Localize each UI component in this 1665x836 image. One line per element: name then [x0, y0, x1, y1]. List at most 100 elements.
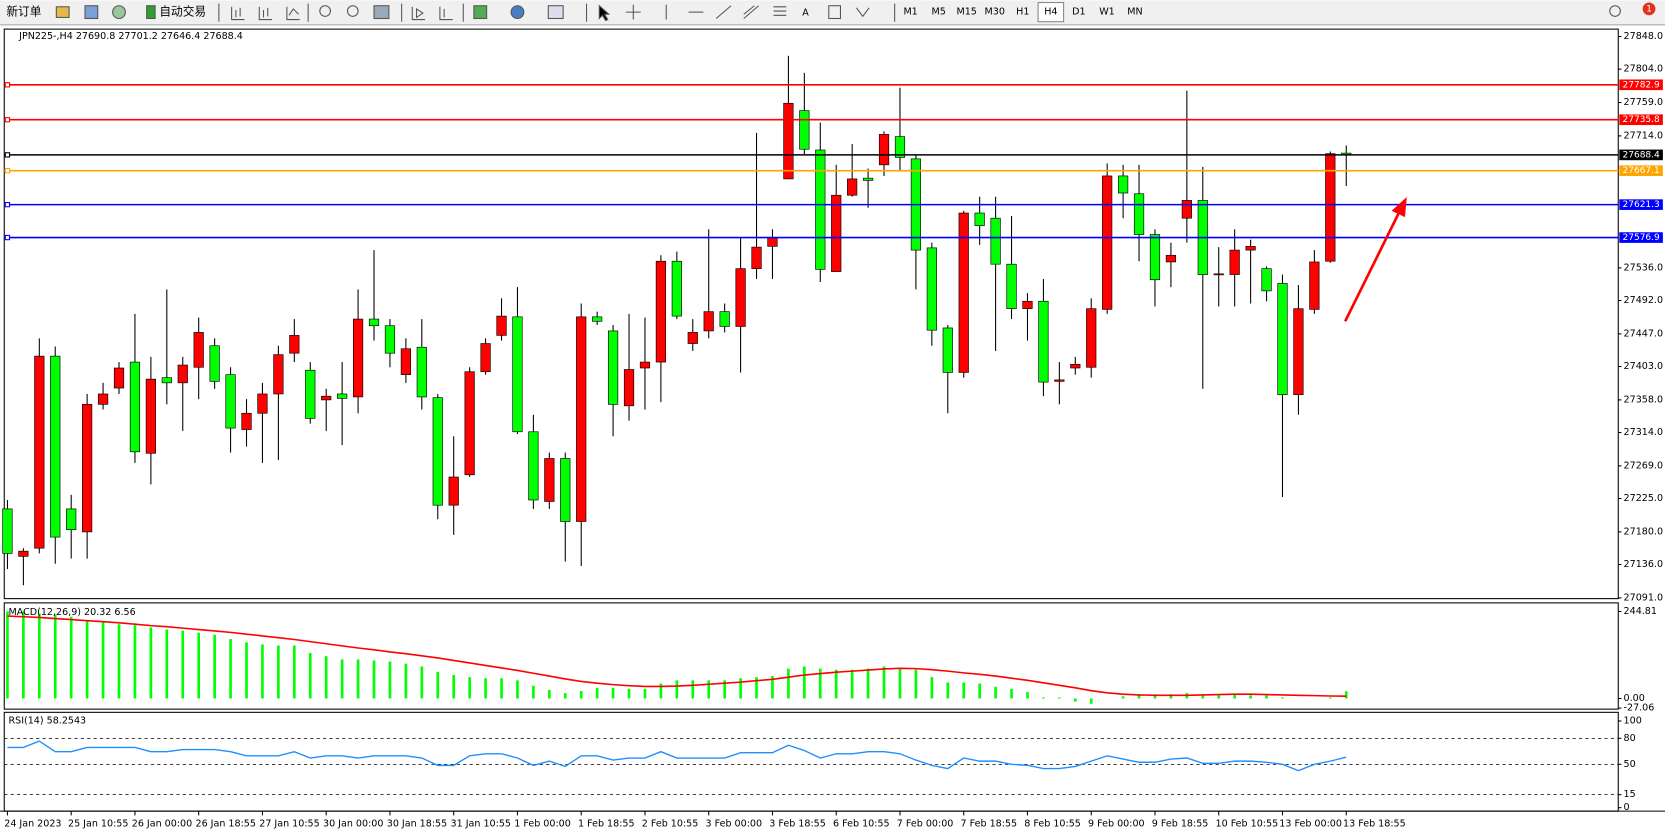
x-tick-label: 13 Feb 00:00	[1279, 818, 1342, 829]
timeframe-button[interactable]: M15	[957, 7, 977, 18]
x-tick-label: 26 Jan 18:55	[196, 818, 256, 829]
price-level-label: 27576.9	[1622, 233, 1660, 243]
candle-body	[193, 332, 204, 368]
y-tick-label: 80	[1624, 733, 1636, 744]
x-tick-label: 1 Feb 18:55	[578, 818, 635, 829]
timeframe-button[interactable]: D1	[1072, 7, 1085, 18]
candle-body	[974, 212, 985, 226]
x-tick-label: 6 Feb 10:55	[833, 818, 890, 829]
macd-bar	[914, 669, 918, 699]
toolbar-button[interactable]: 自动交易	[159, 5, 206, 19]
x-tick-label: 1 Feb 00:00	[514, 818, 571, 829]
candle-body	[129, 361, 141, 453]
price-level-handle	[4, 117, 11, 123]
macd-bar	[372, 660, 376, 699]
pane-title: JPN225-,H4 27690.8 27701.2 27646.4 27688…	[18, 31, 243, 42]
macd-bar	[691, 680, 695, 699]
y-tick-label: 27403.0	[1624, 361, 1663, 372]
macd-bar	[1026, 692, 1029, 699]
toolbar: 新订单 自动交易 M1 M5 M15 M30 H1 H4 D1 W1 MN 1	[6, 2, 1656, 23]
rsi-line	[7, 740, 1347, 772]
macd-bar	[850, 669, 854, 699]
candle-body	[639, 361, 651, 369]
candle-body	[1277, 283, 1288, 396]
macd-bar	[484, 678, 487, 699]
x-tick-label: 10 Feb 10:55	[1216, 818, 1279, 829]
macd-bar	[946, 682, 950, 699]
price-level-label: 27621.3	[1622, 200, 1660, 210]
macd-bar	[452, 675, 456, 699]
candle-body	[1229, 249, 1240, 275]
y-tick-label: 27180.0	[1624, 526, 1663, 537]
timeframe-button[interactable]: MN	[1127, 7, 1142, 18]
macd-bar	[978, 683, 981, 699]
signal-line	[7, 615, 1347, 697]
macd-bar	[962, 682, 966, 699]
macd-bar	[420, 666, 424, 699]
macd-bar	[356, 659, 360, 699]
pane-title: RSI(14) 58.2543	[9, 715, 87, 726]
candle-body	[687, 332, 698, 344]
candle-body	[1261, 268, 1272, 292]
y-tick-label: 15	[1624, 789, 1636, 800]
candle-body	[878, 134, 890, 166]
candle-body	[384, 325, 396, 354]
toolbar-button[interactable]: 新订单	[6, 5, 41, 19]
macd-bar	[308, 652, 312, 699]
candle-body	[1213, 273, 1224, 276]
candle-body	[655, 260, 666, 363]
candle-body	[576, 316, 587, 522]
y-tick-label: 27314.0	[1624, 427, 1663, 438]
candle-body	[448, 476, 459, 506]
candle-body	[528, 431, 539, 501]
macd-bar	[1201, 694, 1205, 699]
y-tick-label: 27536.0	[1624, 262, 1663, 273]
pane-frame	[3, 602, 1619, 710]
candle-body	[958, 212, 969, 373]
candle-body	[767, 237, 778, 247]
candle-body	[1118, 175, 1129, 194]
macd-bar	[882, 666, 886, 699]
macd-bar	[579, 691, 583, 699]
price-level-tag	[1619, 149, 1663, 161]
chart-panes: 27848.0 27804.0 27759.0 27714.0 27536.0 27492…	[0, 28, 1665, 829]
candle-body	[703, 311, 714, 332]
price-level-tag	[1619, 114, 1663, 126]
macd-bar	[101, 621, 105, 699]
macd-bar	[69, 616, 73, 699]
macd-bar	[133, 625, 137, 699]
candle-body	[607, 330, 619, 405]
macd-bar	[1328, 697, 1332, 699]
candle-body	[416, 346, 427, 398]
candle-body	[990, 217, 1001, 265]
timeframe-button[interactable]: H4	[1044, 7, 1057, 18]
y-tick-label: 27225.0	[1624, 493, 1663, 504]
x-tick-label: 3 Feb 00:00	[706, 818, 763, 829]
x-tick-label: 9 Feb 00:00	[1088, 818, 1145, 829]
candle-body	[368, 318, 380, 327]
timeframe-button[interactable]: M30	[985, 7, 1005, 18]
macd-bar	[213, 634, 216, 699]
y-tick-label: 27136.0	[1624, 559, 1663, 570]
macd-bar	[468, 677, 471, 699]
macd-bar	[1010, 688, 1013, 699]
candle-body	[1102, 175, 1113, 310]
y-tick-label: 27848.0	[1624, 31, 1663, 42]
candle-body	[831, 194, 842, 272]
timeframe-button[interactable]: H1	[1016, 7, 1029, 18]
candle-body	[225, 374, 236, 429]
candle-body	[862, 177, 874, 181]
candle-body	[273, 354, 284, 395]
notification-count[interactable]: 1	[1646, 4, 1651, 14]
macd-bar	[22, 611, 25, 699]
macd-bar	[1153, 694, 1157, 699]
timeframe-button[interactable]: M5	[931, 7, 945, 18]
candle-body	[815, 149, 826, 270]
timeframe-button[interactable]: W1	[1099, 7, 1115, 18]
macd-bar	[930, 677, 934, 699]
timeframe-button[interactable]: M1	[903, 7, 917, 18]
price-level-handle	[4, 168, 11, 174]
price-level-handle	[4, 82, 11, 88]
